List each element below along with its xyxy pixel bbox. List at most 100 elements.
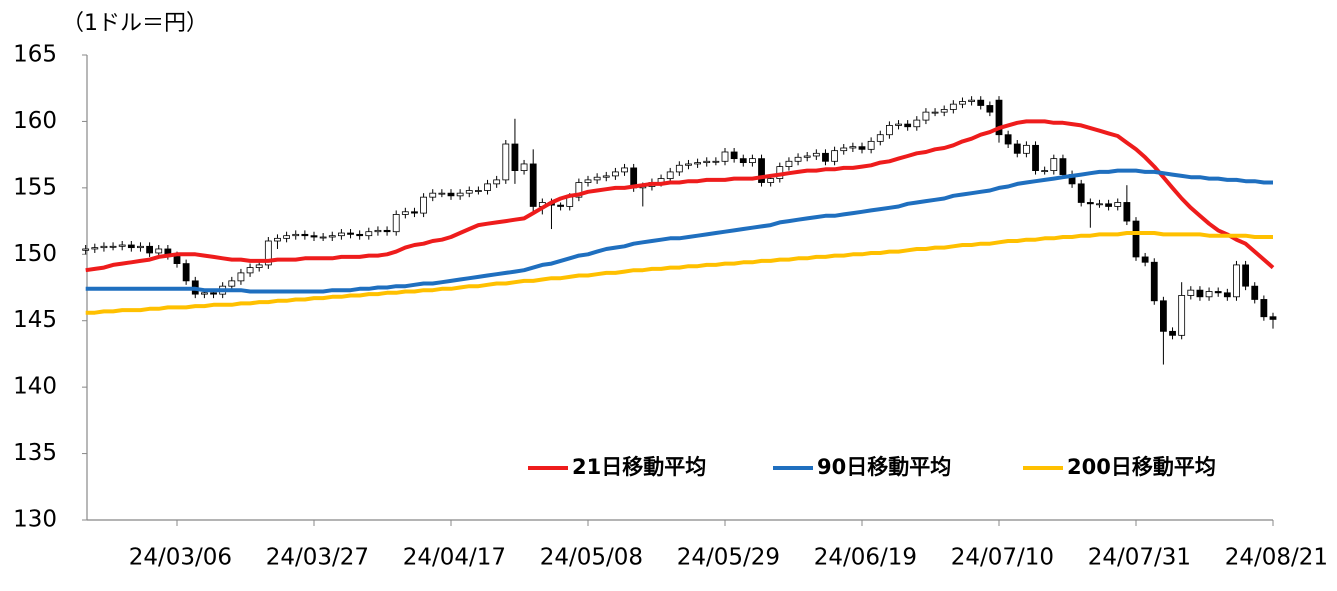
candle-body: [675, 164, 683, 173]
moving-average-line: [85, 231, 1273, 315]
candle-body: [1214, 291, 1222, 294]
candle-body: [575, 182, 583, 198]
candle-body: [337, 232, 345, 237]
x-tick-label: 24/08/21: [1225, 545, 1328, 571]
y-tick-label: 165: [13, 42, 57, 68]
candle-body: [895, 123, 902, 126]
candle-body: [739, 158, 747, 164]
candle-body: [758, 158, 765, 183]
candle-body: [365, 231, 373, 237]
candle-body: [1260, 299, 1268, 318]
candle-body: [200, 292, 208, 295]
y-axis-title: （1ドル＝円）: [62, 11, 208, 36]
candle-body: [1150, 261, 1158, 302]
candle-body: [301, 233, 309, 237]
candle-body: [411, 211, 418, 214]
candle-body: [867, 140, 875, 150]
x-tick-label: 24/07/10: [951, 545, 1054, 571]
candle-body: [1032, 144, 1039, 171]
candle-body: [82, 248, 90, 251]
candle-body: [703, 160, 711, 164]
candle-body: [986, 105, 994, 113]
candle-body: [109, 245, 117, 248]
candle-body: [283, 235, 291, 239]
candle-body: [328, 235, 336, 238]
candle-body: [1141, 256, 1149, 263]
y-tick-label: 150: [13, 241, 57, 267]
candle-body: [922, 111, 930, 121]
candle-body: [940, 109, 948, 113]
candle-body: [1004, 134, 1012, 145]
candle-body: [849, 146, 857, 149]
candle-body: [356, 233, 364, 237]
candle-body: [374, 229, 382, 233]
x-tick-label: 24/03/06: [129, 545, 232, 571]
candle-body: [1105, 203, 1112, 207]
x-tick-label: 24/07/31: [1088, 545, 1191, 571]
candle-body: [831, 150, 838, 162]
candle-body: [1132, 220, 1140, 258]
candle-body: [785, 160, 793, 168]
candle-body: [1269, 316, 1277, 320]
y-tick-label: 145: [13, 307, 57, 333]
candle-body: [794, 156, 802, 162]
candle-body: [694, 162, 701, 165]
candle-body: [840, 147, 848, 152]
y-tick-label: 140: [13, 374, 57, 400]
candle-body: [438, 192, 446, 195]
candle-body: [237, 272, 245, 282]
candle-body: [1114, 202, 1122, 207]
candle-body: [456, 192, 464, 197]
candle-body: [465, 190, 473, 194]
candle-body: [529, 163, 537, 207]
candle-body: [621, 167, 628, 173]
candle-body: [155, 248, 163, 254]
candle-body: [182, 263, 190, 282]
candle-body: [401, 211, 409, 215]
candle-body: [1023, 144, 1030, 154]
candle-body: [730, 151, 738, 160]
moving-average-line: [85, 168, 1273, 294]
candle-body: [255, 264, 263, 268]
candle-body: [1013, 143, 1021, 154]
y-tick-label: 130: [13, 507, 57, 533]
candle-body: [447, 192, 455, 197]
candle-body: [904, 123, 912, 128]
candle-body: [1077, 183, 1085, 203]
candle-body: [246, 267, 254, 274]
legend-label: 90日移動平均: [817, 455, 951, 479]
candle-body: [1223, 292, 1231, 298]
candle-body: [319, 236, 327, 239]
candle-body: [173, 255, 181, 264]
candle-body: [127, 244, 135, 249]
candle-body: [812, 152, 820, 157]
candle-body: [886, 125, 893, 136]
candle-body: [264, 240, 272, 266]
candle-body: [511, 143, 519, 171]
candle-body: [1187, 289, 1195, 296]
candle-body: [137, 245, 144, 249]
candle-body: [1123, 202, 1131, 222]
y-tick-label: 155: [13, 174, 57, 200]
candle-body: [118, 244, 126, 247]
candle-body: [913, 119, 921, 128]
candle-body: [602, 175, 610, 178]
candle-body: [858, 146, 866, 150]
candle-body: [484, 183, 491, 191]
candle-body: [767, 178, 775, 183]
candle-body: [1178, 295, 1186, 336]
candle-body: [474, 190, 482, 192]
candle-body: [429, 192, 437, 198]
candle-body: [666, 171, 674, 179]
candle-body: [1242, 264, 1249, 287]
candle-body: [493, 179, 501, 185]
x-tick-label: 24/05/29: [677, 545, 780, 571]
x-tick-label: 24/05/08: [540, 545, 643, 571]
candle-body: [1041, 170, 1049, 172]
candle-body: [557, 204, 564, 207]
moving-average-line: [85, 119, 1275, 273]
candle-body: [749, 158, 756, 164]
candle-body: [968, 99, 975, 102]
candle-body: [100, 245, 108, 249]
candle-body: [347, 232, 354, 235]
